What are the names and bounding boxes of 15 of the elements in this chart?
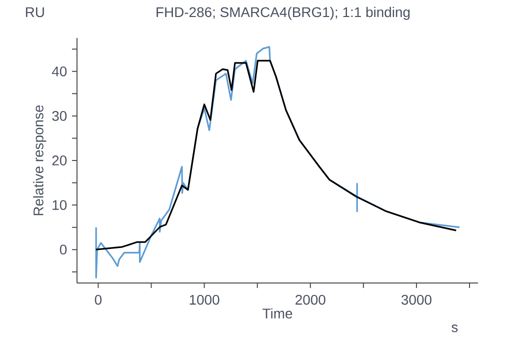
y-tick-label: 10 <box>52 200 67 210</box>
text: s <box>452 324 458 332</box>
y-tick-label: 30 <box>52 111 67 121</box>
x-tick-label: 2000 <box>296 294 326 305</box>
chart-title: FHD-286; SMARCA4(BRG1); 1:1 binding <box>156 6 410 20</box>
x-axis-title: Time <box>262 308 292 318</box>
text: RU <box>26 7 44 18</box>
y-tick-label: 40 <box>52 66 67 76</box>
line-series <box>95 60 457 250</box>
y-tick-label: 20 <box>52 156 67 166</box>
y-axis-title: Relative response <box>33 105 46 216</box>
x-tick-label: 1000 <box>190 294 220 305</box>
y-tick-label: 0 <box>60 244 67 255</box>
x-tick-label: 0 <box>94 294 102 305</box>
x-tick-label: 3000 <box>401 294 432 305</box>
